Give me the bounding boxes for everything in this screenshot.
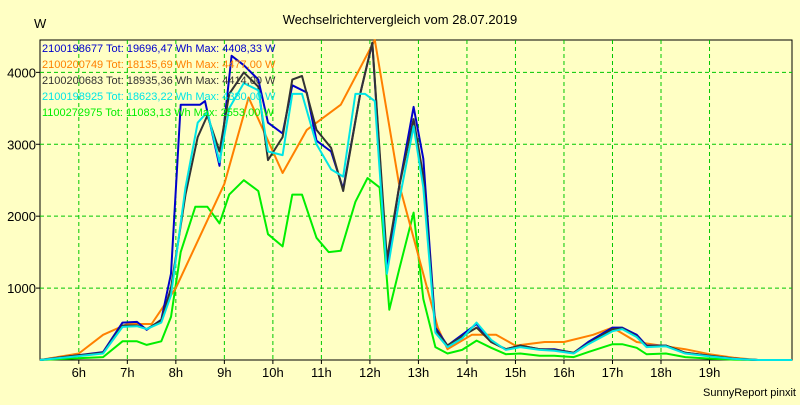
- y-tick-label: 1000: [7, 281, 36, 296]
- legend: 2100198677 Tot: 19696,47 Wh Max: 4408,33…: [42, 43, 276, 119]
- legend-entry: 2100198677 Tot: 19696,47 Wh Max: 4408,33…: [42, 43, 276, 55]
- legend-entry: 2100200683 Tot: 18935,36 Wh Max: 4414,00…: [42, 75, 276, 87]
- x-tick-label: 18h: [650, 365, 672, 380]
- series-line-3: [39, 82, 792, 361]
- legend-entry: 2100200749 Tot: 18135,69 Wh Max: 4477,00…: [42, 59, 276, 71]
- x-tick-label: 16h: [553, 365, 575, 380]
- x-tick-label: 15h: [505, 365, 527, 380]
- x-tick-label: 10h: [262, 365, 284, 380]
- x-tick-label: 14h: [456, 365, 478, 380]
- legend-entry: 1100272975 Tot: 11083,13 Wh Max: 2553,00…: [42, 107, 274, 119]
- x-tick-label: 11h: [311, 365, 332, 380]
- footer-credit: SunnyReport pinxit: [703, 387, 796, 399]
- x-tick-label: 17h: [602, 365, 624, 380]
- x-tick-label: 7h: [120, 365, 134, 380]
- series-line-1: [39, 39, 792, 361]
- y-tick-label: 2000: [7, 209, 36, 224]
- x-tick-label: 13h: [408, 365, 430, 380]
- plot-frame: [39, 39, 793, 361]
- axis-ticks: 6h 7h 8h 9h 10h 11h 12h 13h 14h 15h 16h 17h 18h 19h 10…: [7, 65, 720, 380]
- x-tick-label: 19h: [699, 365, 721, 380]
- x-tick-label: 12h: [359, 365, 381, 380]
- y-axis-unit-label: W: [34, 16, 47, 31]
- legend-entry: 2100198925 Tot: 18623,22 Wh Max: 4380,00…: [42, 91, 276, 103]
- x-tick-label: 8h: [169, 365, 183, 380]
- chart-title: Wechselrichtervergleich vom 28.07.2019: [283, 12, 518, 27]
- series-line-4: [39, 177, 792, 361]
- y-tick-label: 3000: [7, 137, 36, 152]
- y-tick-label: 4000: [7, 65, 36, 80]
- series-lines: [39, 39, 792, 361]
- grid: [40, 40, 792, 360]
- x-tick-label: 6h: [72, 365, 86, 380]
- x-tick-label: 9h: [217, 365, 231, 380]
